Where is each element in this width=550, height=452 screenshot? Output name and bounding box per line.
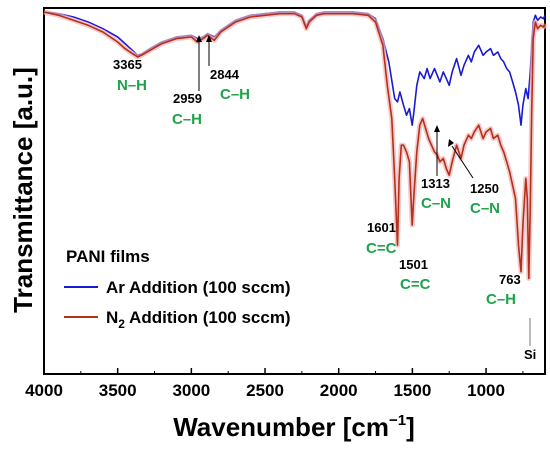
peak-number-3365: 3365 [113,57,142,72]
peak-number-1501: 1501 [399,257,428,272]
legend-label-n2-post: Addition (100 sccm) [125,308,291,327]
peak-number-2844: 2844 [210,67,240,82]
peak-annotations: 3365 N–H 2959 C–H 2844 C–H 1601 C=C 1501… [113,35,536,362]
arrowhead-1250 [448,139,454,147]
peak-label-si: Si [524,347,536,362]
series-line-ar [43,11,546,126]
peak-number-1250: 1250 [470,181,499,196]
x-tick-label: 2000 [320,381,358,400]
x-tick-label: 2500 [246,381,284,400]
legend-title: PANI films [66,247,150,266]
legend-label-ar: Ar Addition (100 sccm) [106,278,291,297]
x-tick-label: 3500 [99,381,137,400]
arrowhead-2844 [206,35,212,42]
x-axis-title-main: Wavenumber [cm [173,412,389,442]
peak-bond-1601: C=C [366,240,397,257]
peak-number-1601: 1601 [367,220,396,235]
x-axis-title-tail: ] [406,412,415,442]
peak-number-1313: 1313 [421,176,450,191]
peak-bond-2959: C–H [172,111,202,128]
peak-bond-1501: C=C [400,276,431,293]
x-tick-label: 3000 [172,381,210,400]
peak-bond-1250: C–N [470,200,500,217]
peak-number-2959: 2959 [173,91,202,106]
peak-number-763: 763 [499,272,521,287]
x-tick-label: 1500 [393,381,431,400]
x-tick-label: 4000 [25,381,63,400]
legend-label-n2-sub: 2 [118,317,125,331]
x-tick-label: 1000 [467,381,505,400]
arrowhead-2959 [196,35,202,42]
x-axis-title: Wavenumber [cm−1] [173,412,415,442]
legend-label-n2: N2 Addition (100 sccm) [106,308,291,331]
x-axis-ticks: 4000 3500 3000 2500 2000 1500 1000 [25,368,524,400]
x-axis-title-sup: −1 [389,412,406,429]
y-axis-title: Transmittance [a.u.] [8,67,38,313]
peak-bond-2844: C–H [220,86,250,103]
legend-label-n2-pre: N [106,308,118,327]
series-line-n2-shadow [43,9,548,281]
peak-bond-1313: C–N [421,195,451,212]
legend: PANI films Ar Addition (100 sccm) N2 Add… [64,247,291,331]
series-line-n2 [43,11,546,280]
plot-frame [43,7,546,375]
series-layer [43,9,548,281]
peak-bond-763: C–H [486,291,516,308]
peak-bond-3365: N–H [117,77,147,94]
arrowhead-1313 [434,125,440,132]
arrow-1250 [451,145,474,179]
